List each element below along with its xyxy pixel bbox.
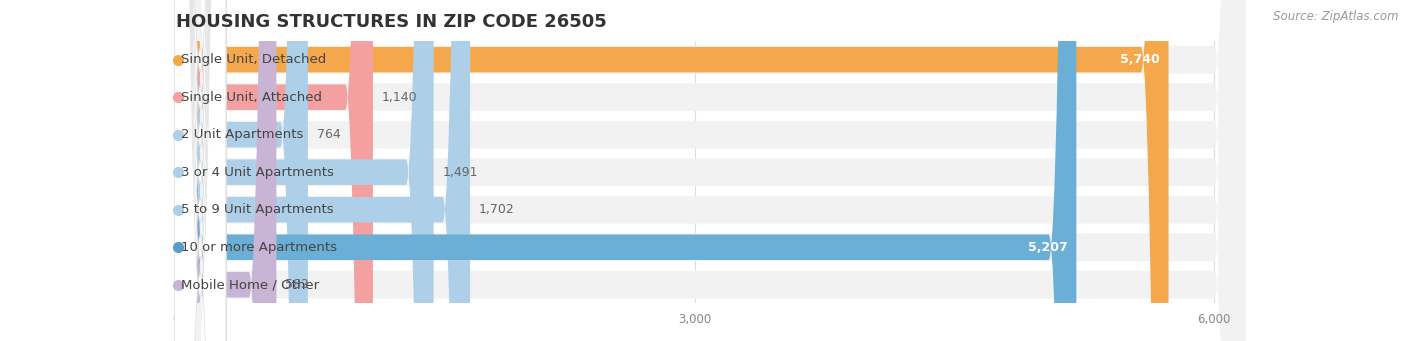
FancyBboxPatch shape — [176, 0, 308, 341]
Text: 1,491: 1,491 — [443, 166, 478, 179]
FancyBboxPatch shape — [174, 0, 226, 341]
FancyBboxPatch shape — [176, 0, 433, 341]
Text: Source: ZipAtlas.com: Source: ZipAtlas.com — [1274, 10, 1399, 23]
Text: 1,702: 1,702 — [479, 203, 515, 216]
Text: 764: 764 — [316, 128, 340, 141]
Text: Single Unit, Attached: Single Unit, Attached — [181, 91, 322, 104]
Text: 10 or more Apartments: 10 or more Apartments — [181, 241, 337, 254]
Text: 5,740: 5,740 — [1121, 53, 1160, 66]
Text: Mobile Home / Other: Mobile Home / Other — [181, 278, 319, 291]
Text: HOUSING STRUCTURES IN ZIP CODE 26505: HOUSING STRUCTURES IN ZIP CODE 26505 — [176, 13, 606, 31]
FancyBboxPatch shape — [176, 0, 1077, 341]
Text: 582: 582 — [285, 278, 309, 291]
FancyBboxPatch shape — [174, 0, 226, 341]
FancyBboxPatch shape — [176, 0, 1246, 341]
Text: 1,140: 1,140 — [381, 91, 418, 104]
FancyBboxPatch shape — [174, 0, 226, 341]
FancyBboxPatch shape — [174, 0, 226, 341]
FancyBboxPatch shape — [176, 0, 1246, 341]
Text: 5 to 9 Unit Apartments: 5 to 9 Unit Apartments — [181, 203, 333, 216]
Text: Single Unit, Detached: Single Unit, Detached — [181, 53, 326, 66]
FancyBboxPatch shape — [174, 0, 226, 341]
FancyBboxPatch shape — [176, 0, 373, 341]
FancyBboxPatch shape — [176, 0, 1246, 341]
FancyBboxPatch shape — [174, 0, 226, 341]
FancyBboxPatch shape — [176, 0, 1246, 341]
FancyBboxPatch shape — [176, 0, 1246, 341]
Text: 3 or 4 Unit Apartments: 3 or 4 Unit Apartments — [181, 166, 335, 179]
Text: 5,207: 5,207 — [1028, 241, 1067, 254]
FancyBboxPatch shape — [176, 0, 470, 341]
FancyBboxPatch shape — [176, 0, 277, 341]
FancyBboxPatch shape — [174, 0, 226, 341]
FancyBboxPatch shape — [176, 0, 1246, 341]
FancyBboxPatch shape — [176, 0, 1168, 341]
Text: 2 Unit Apartments: 2 Unit Apartments — [181, 128, 304, 141]
FancyBboxPatch shape — [176, 0, 1246, 341]
